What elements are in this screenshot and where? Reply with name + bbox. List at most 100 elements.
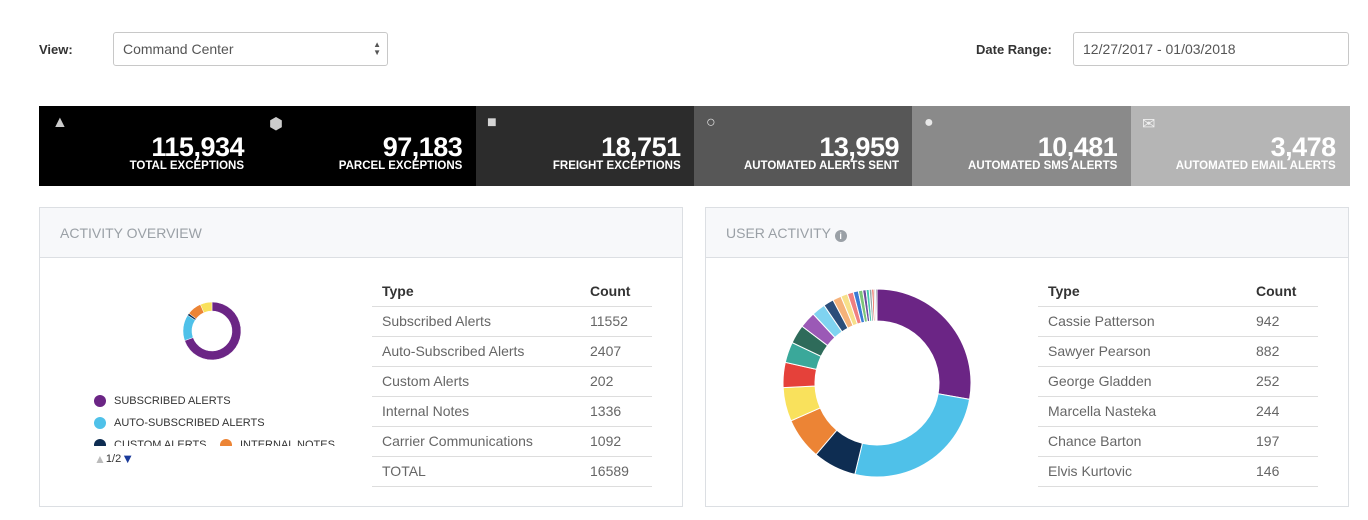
kpi-value: 115,934 bbox=[151, 132, 244, 162]
legend-swatch bbox=[94, 417, 106, 429]
table-row: TOTAL 16589 bbox=[372, 457, 652, 487]
kpi-tile: 115,934 TOTAL EXCEPTIONS bbox=[39, 106, 258, 186]
table-header: Type Count bbox=[372, 277, 652, 307]
pager-text: 1/2 bbox=[105, 452, 122, 465]
panel-title-text: USER ACTIVITY bbox=[726, 225, 831, 241]
count-cell: 882 bbox=[1256, 343, 1280, 359]
count-cell: 11552 bbox=[590, 313, 628, 329]
legend-item: CUSTOM ALERTS bbox=[94, 434, 394, 446]
type-cell: Carrier Communications bbox=[382, 433, 533, 449]
count-cell: 942 bbox=[1256, 313, 1280, 329]
kpi-icon: ⬢ bbox=[269, 116, 283, 133]
donut-slice bbox=[876, 288, 972, 400]
kpi-value: 13,959 bbox=[819, 132, 899, 162]
legend-label: INTERNAL NOTES bbox=[240, 439, 335, 446]
table-row: Cassie Patterson 942 bbox=[1038, 307, 1318, 337]
kpi-icon: ○ bbox=[706, 114, 716, 131]
table-row: Internal Notes 1336 bbox=[372, 397, 652, 427]
kpi-value: 97,183 bbox=[382, 132, 463, 162]
legend-item: AUTO-SUBSCRIBED ALERTS bbox=[94, 412, 394, 434]
kpi-label: AUTOMATED SMS ALERTS bbox=[968, 160, 1118, 172]
count-cell: 16589 bbox=[590, 463, 629, 479]
kpi-label: TOTAL EXCEPTIONS bbox=[129, 160, 244, 172]
type-cell: Marcella Nasteka bbox=[1048, 403, 1157, 419]
donut-slice bbox=[854, 393, 971, 478]
type-cell: Cassie Patterson bbox=[1048, 313, 1155, 329]
legend-pager[interactable]: ▲ 1/2 ▼ bbox=[94, 451, 134, 466]
legend: SUBSCRIBED ALERTS AUTO-SUBSCRIBED ALERTS C… bbox=[94, 390, 394, 446]
type-cell: Custom Alerts bbox=[382, 373, 470, 389]
user-donut bbox=[782, 288, 972, 478]
kpi-label: AUTOMATED EMAIL ALERTS bbox=[1175, 160, 1336, 172]
donut-slice bbox=[184, 301, 242, 361]
type-cell: George Gladden bbox=[1048, 373, 1152, 389]
kpi-value: 10,481 bbox=[1037, 132, 1118, 162]
type-cell: TOTAL bbox=[382, 463, 426, 479]
count-cell: 202 bbox=[590, 373, 614, 389]
count-cell: 252 bbox=[1256, 373, 1280, 389]
kpi-value: 18,751 bbox=[601, 132, 681, 162]
count-cell: 197 bbox=[1256, 433, 1280, 449]
count-cell: 2407 bbox=[590, 343, 622, 359]
panel-title: USER ACTIVITY i bbox=[706, 208, 1348, 258]
type-cell: Auto-Subscribed Alerts bbox=[382, 343, 525, 359]
count-cell: 1092 bbox=[590, 433, 622, 449]
panel-title: ACTIVITY OVERVIEW bbox=[40, 208, 682, 258]
donut-slice bbox=[200, 301, 213, 314]
header-cell: Count bbox=[590, 283, 631, 299]
legend-label: AUTO-SUBSCRIBED ALERTS bbox=[114, 417, 265, 429]
header-cell: Type bbox=[382, 283, 414, 299]
view-value: Command Center bbox=[123, 41, 234, 57]
info-icon[interactable]: i bbox=[834, 230, 847, 242]
table-row: Elvis Kurtovic 146 bbox=[1038, 457, 1318, 487]
table-row: George Gladden 252 bbox=[1038, 367, 1318, 397]
legend-label: CUSTOM ALERTS bbox=[114, 439, 207, 446]
type-cell: Subscribed Alerts bbox=[382, 313, 491, 329]
user-table: Type Count Cassie Patterson 942 Sawyer Pears… bbox=[1038, 277, 1318, 487]
kpi-tile: 10,481 AUTOMATED SMS ALERTS bbox=[912, 106, 1132, 186]
activity-table: Type Count Subscribed Alerts 11552 Auto-Subs… bbox=[372, 277, 652, 487]
legend-item: INTERNAL NOTES bbox=[220, 434, 335, 446]
count-cell: 244 bbox=[1256, 403, 1280, 419]
legend-swatch bbox=[94, 439, 106, 446]
kpi-icon: ✉ bbox=[1142, 116, 1156, 133]
kpi-icon: ▲ bbox=[52, 114, 68, 131]
legend-label: SUBSCRIBED ALERTS bbox=[114, 395, 231, 407]
kpi-label: FREIGHT EXCEPTIONS bbox=[552, 160, 681, 172]
count-cell: 146 bbox=[1256, 463, 1280, 479]
activity-donut bbox=[182, 301, 242, 361]
table-header: Type Count bbox=[1038, 277, 1318, 307]
pager-prev[interactable]: ▲ bbox=[94, 451, 106, 466]
view-select[interactable]: Command Center ▲ ▼ bbox=[113, 32, 388, 66]
type-cell: Elvis Kurtovic bbox=[1048, 463, 1133, 479]
type-cell: Sawyer Pearson bbox=[1048, 343, 1151, 359]
activity-panel: ACTIVITY OVERVIEW SUBSCRIBED ALERTS AUTO-… bbox=[39, 207, 683, 507]
kpi-tile: 18,751 FREIGHT EXCEPTIONS bbox=[475, 106, 695, 186]
donut-slice bbox=[875, 288, 878, 322]
view-label: View: bbox=[39, 42, 73, 57]
header-cell: Count bbox=[1256, 283, 1297, 299]
legend-swatch bbox=[94, 395, 106, 407]
table-row: Carrier Communications 1092 bbox=[372, 427, 652, 457]
count-cell: 1336 bbox=[590, 403, 622, 419]
kpi-label: AUTOMATED ALERTS SENT bbox=[743, 160, 899, 172]
legend-swatch bbox=[220, 439, 232, 446]
kpi-icon: ■ bbox=[487, 114, 497, 131]
table-row: Sawyer Pearson 882 bbox=[1038, 337, 1318, 367]
table-row: Chance Barton 197 bbox=[1038, 427, 1318, 457]
date-value: 12/27/2017 - 01/03/2018 bbox=[1083, 41, 1236, 57]
legend-item: SUBSCRIBED ALERTS bbox=[94, 390, 394, 412]
kpi-tile: 3,478 AUTOMATED EMAIL ALERTS bbox=[1130, 106, 1350, 186]
table-row: Custom Alerts 202 bbox=[372, 367, 652, 397]
select-arrows: ▲ ▼ bbox=[373, 40, 381, 57]
type-cell: Internal Notes bbox=[382, 403, 470, 419]
pager-next[interactable]: ▼ bbox=[121, 451, 135, 466]
date-input[interactable]: 12/27/2017 - 01/03/2018 bbox=[1073, 32, 1349, 66]
kpi-tile: 13,959 AUTOMATED ALERTS SENT bbox=[693, 106, 913, 186]
table-row: Subscribed Alerts 11552 bbox=[372, 307, 652, 337]
type-cell: Chance Barton bbox=[1048, 433, 1142, 449]
header-cell: Type bbox=[1048, 283, 1080, 299]
user-panel: USER ACTIVITY i Type Count Cassie Patterso… bbox=[705, 207, 1349, 507]
kpi-icon: ● bbox=[924, 114, 934, 131]
